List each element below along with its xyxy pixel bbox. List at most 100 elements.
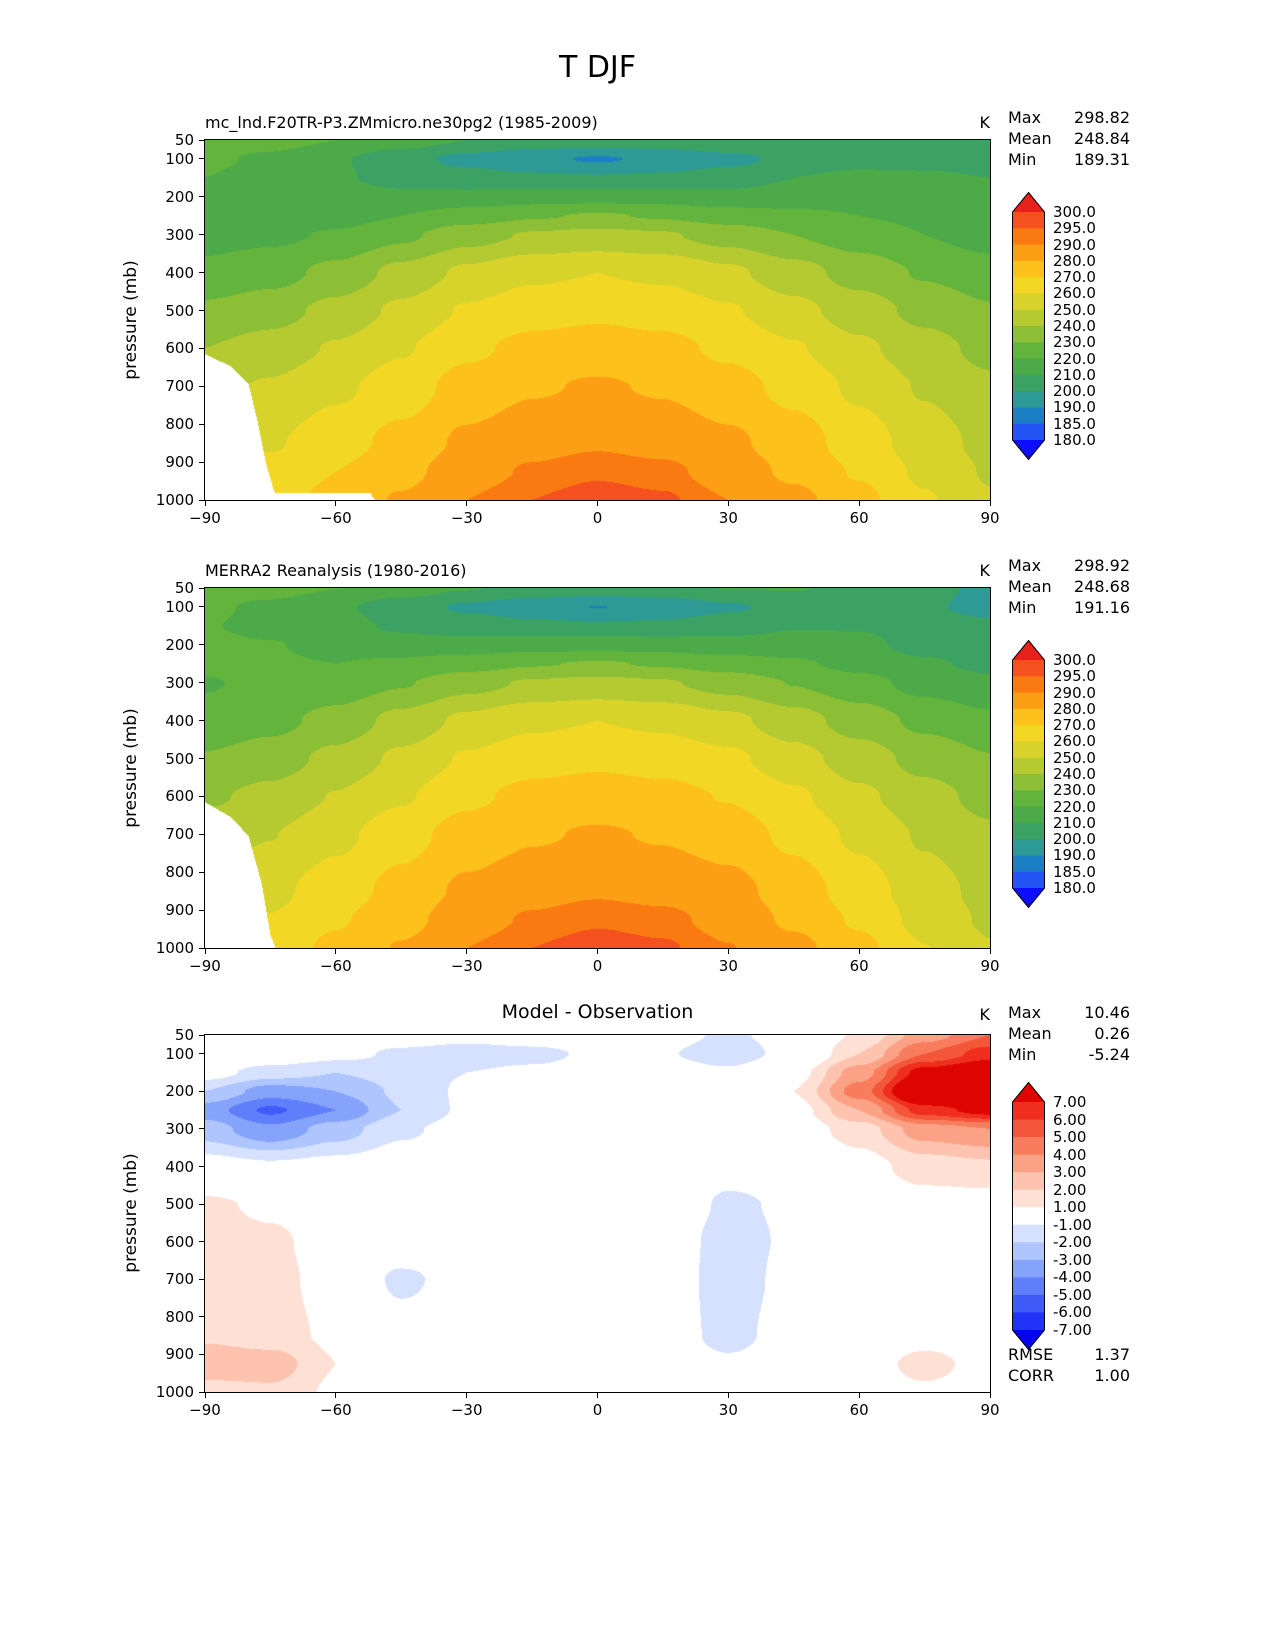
x-tick-label: −90 — [189, 1401, 221, 1419]
colorbar-tick-label: 6.00 — [1053, 1110, 1087, 1129]
y-tick-label: 400 — [165, 263, 194, 282]
y-tick-label: 100 — [165, 1044, 194, 1063]
x-tick-label: −60 — [320, 509, 352, 527]
x-tick-mark — [335, 1393, 337, 1398]
panel1-contour-canvas — [205, 140, 990, 500]
colorbar-segment — [1012, 676, 1045, 694]
y-tick-label: 900 — [165, 1345, 194, 1364]
stat-label: Max — [1008, 108, 1042, 127]
stat-value: 1.00 — [1094, 1366, 1130, 1385]
y-tick-mark — [199, 909, 204, 911]
x-tick-label: −60 — [320, 957, 352, 975]
x-tick-mark — [466, 1393, 468, 1398]
y-tick-mark — [199, 1053, 204, 1055]
panel3-skill-stats: RMSE 1.37 CORR 1.00 — [1008, 1344, 1130, 1386]
panel3-stats: Max 10.46 Mean 0.26 Min -5.24 — [1008, 1002, 1130, 1065]
y-tick-mark — [199, 1278, 204, 1280]
x-tick-mark — [858, 949, 860, 954]
x-tick-label: 60 — [849, 509, 869, 527]
colorbar-tick-label: 300.0 — [1053, 651, 1096, 669]
colorbar-tick-label: -6.00 — [1053, 1303, 1092, 1322]
y-tick-label: 600 — [165, 787, 194, 806]
colorbar-segment — [1012, 228, 1045, 246]
x-tick-label: 90 — [980, 957, 1000, 975]
y-tick-mark — [199, 606, 204, 608]
colorbar-segment — [1012, 358, 1045, 376]
colorbar-extend-min — [1012, 888, 1045, 908]
stat-label: CORR — [1008, 1366, 1054, 1385]
colorbar-outline — [1012, 639, 1045, 909]
y-tick-mark — [199, 423, 204, 425]
colorbar-segment — [1012, 293, 1045, 311]
colorbar-segment — [1012, 871, 1045, 888]
y-tick-mark — [199, 1090, 204, 1092]
colorbar-tick-label: 250.0 — [1053, 300, 1096, 319]
y-tick-label: 200 — [165, 635, 194, 654]
colorbar-segment — [1012, 790, 1045, 808]
colorbar-segment — [1012, 822, 1045, 840]
y-tick-mark — [199, 461, 204, 463]
stat-value: -5.24 — [1088, 1045, 1130, 1064]
colorbar-tick-label: 240.0 — [1053, 765, 1096, 783]
x-tick-mark — [597, 1393, 598, 1398]
panel1-colorbar — [1012, 191, 1045, 461]
colorbar-tick-label: 180.0 — [1053, 879, 1096, 897]
colorbar-tick-label: 1.00 — [1053, 1198, 1087, 1217]
x-tick-mark — [989, 501, 991, 506]
colorbar-segment — [1012, 309, 1045, 327]
x-tick-mark — [597, 949, 598, 954]
colorbar-segment — [1012, 708, 1045, 726]
x-tick-mark — [858, 1393, 860, 1398]
y-tick-label: 700 — [165, 377, 194, 396]
stat-label: RMSE — [1008, 1345, 1054, 1364]
colorbar-tick-label: 185.0 — [1053, 414, 1096, 433]
colorbar-tick-label: -7.00 — [1053, 1321, 1092, 1339]
x-tick-label: 90 — [980, 509, 1000, 527]
y-tick-label: 500 — [165, 749, 194, 768]
colorbar-tick-label: 260.0 — [1053, 732, 1096, 751]
y-tick-label: 800 — [165, 1307, 194, 1326]
x-tick-label: −30 — [450, 957, 483, 975]
x-tick-label: 60 — [849, 1401, 869, 1419]
colorbar-segment — [1012, 1242, 1045, 1261]
colorbar-segment — [1012, 1312, 1045, 1330]
panel1-stats: Max 298.82 Mean 248.84 Min 189.31 — [1008, 107, 1130, 170]
y-tick-label: 50 — [174, 131, 194, 149]
y-tick-mark — [199, 1353, 204, 1355]
colorbar-tick-label: 295.0 — [1053, 667, 1096, 686]
stat-row-rmse: RMSE 1.37 — [1008, 1344, 1130, 1365]
colorbar-extend-max — [1012, 640, 1045, 660]
colorbar-tick-label: 220.0 — [1053, 349, 1096, 368]
colorbar-segment — [1012, 839, 1045, 857]
stat-row-min: Min 189.31 — [1008, 149, 1130, 170]
colorbar-tick-label: 5.00 — [1053, 1128, 1087, 1147]
y-tick-mark — [199, 795, 204, 797]
colorbar-tick-label: 220.0 — [1053, 797, 1096, 816]
y-tick-mark — [199, 347, 204, 349]
colorbar-outline — [1012, 1081, 1045, 1351]
colorbar-tick-label: -5.00 — [1053, 1285, 1092, 1304]
y-tick-mark — [199, 310, 204, 312]
y-tick-label: 200 — [165, 187, 194, 206]
colorbar-tick-label: 200.0 — [1053, 382, 1096, 401]
colorbar-segment — [1012, 342, 1045, 360]
x-tick-mark — [989, 949, 991, 954]
colorbar-tick-label: 185.0 — [1053, 862, 1096, 881]
x-tick-mark — [204, 1393, 206, 1398]
colorbar-tick-label: 280.0 — [1053, 699, 1096, 718]
stat-value: 191.16 — [1074, 598, 1130, 617]
colorbar-tick-label: 260.0 — [1053, 284, 1096, 303]
y-tick-mark — [199, 158, 204, 160]
stat-label: Max — [1008, 556, 1042, 575]
y-tick-label: 900 — [165, 453, 194, 472]
y-tick-label: 600 — [165, 339, 194, 358]
y-tick-label: 1000 — [155, 939, 194, 957]
x-tick-mark — [204, 949, 206, 954]
colorbar-tick-label: 190.0 — [1053, 398, 1096, 417]
colorbar-tick-label: 180.0 — [1053, 431, 1096, 449]
panel1-unit-label: K — [979, 113, 991, 132]
y-tick-mark — [199, 499, 204, 501]
panel3-title: Model - Observation — [501, 1001, 694, 1023]
y-tick-mark — [199, 682, 204, 684]
